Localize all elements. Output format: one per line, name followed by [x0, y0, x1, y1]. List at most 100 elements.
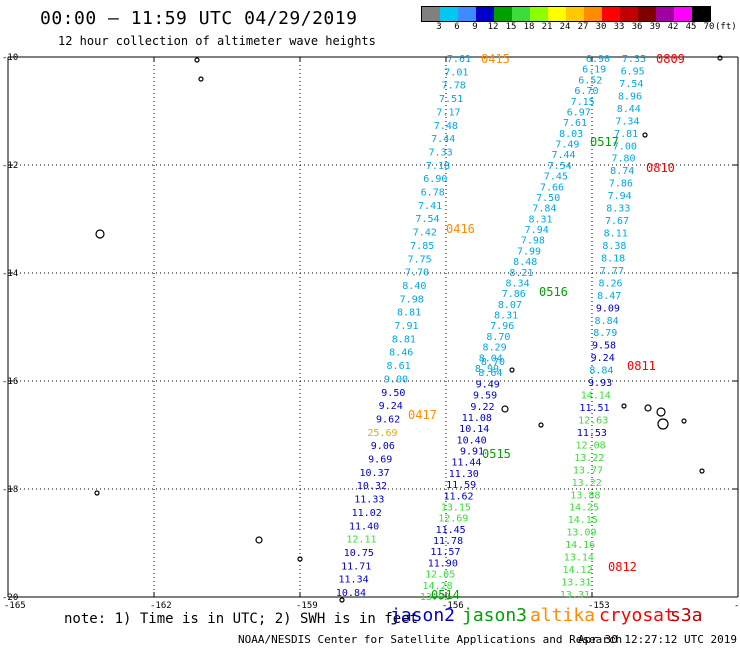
wave-height-value: 8.84 [595, 316, 619, 327]
color-scale-bar [421, 6, 711, 22]
wave-height-value: 9.06 [371, 441, 395, 452]
wave-height-value: 7.85 [410, 241, 434, 252]
pass-time-label: 0517 [590, 135, 619, 149]
wave-height-value: 11.62 [443, 491, 473, 502]
wave-height-value: 9.62 [376, 414, 400, 425]
wave-height-value: 11.53 [577, 428, 607, 439]
wave-height-value: 12.11 [346, 535, 376, 546]
wave-height-value: 8.79 [593, 328, 617, 339]
wave-height-value: 13.31 [561, 578, 591, 589]
scale-swatch [692, 7, 710, 21]
wave-height-value: 7.91 [394, 321, 418, 332]
wave-height-value: 12.08 [576, 440, 606, 451]
wave-height-value: 6.19 [582, 65, 606, 76]
wave-height-value: 7.54 [548, 161, 572, 172]
wave-height-value: 8.99 [475, 364, 499, 375]
legend-altika: altika [530, 605, 596, 626]
wave-height-value: 11.02 [352, 508, 382, 519]
scale-label: 36 [631, 22, 643, 32]
wave-height-value: 7.98 [400, 294, 424, 305]
wave-height-value: 8.84 [589, 366, 613, 377]
scale-unit: (ft) [715, 22, 737, 32]
wave-height-value: 8.31 [494, 311, 518, 322]
pass-time-label: 0810 [646, 161, 675, 175]
wave-height-value: 9.59 [473, 391, 497, 402]
wave-height-value: 11.78 [433, 536, 463, 547]
wave-height-value: 11.45 [436, 525, 466, 536]
wave-height-value: 7.54 [415, 214, 439, 225]
wave-height-value: 13.88 [570, 490, 600, 501]
scale-label: 24 [559, 22, 571, 32]
wave-height-value: 13.22 [574, 453, 604, 464]
wave-height-value: 7.44 [551, 150, 575, 161]
wave-height-value: 11.44 [451, 458, 481, 469]
scale-label: 6 [454, 22, 460, 32]
wave-height-value: 8.33 [606, 204, 630, 215]
wave-height-value: 8.81 [397, 308, 421, 319]
lat-label: -16 [2, 377, 18, 387]
scale-label: 39 [649, 22, 661, 32]
wave-height-value: 7.67 [605, 216, 629, 227]
pass-time-label: 0514 [431, 588, 460, 602]
scale-label: 33 [613, 22, 625, 32]
island-outline [255, 536, 263, 544]
scale-swatch [656, 7, 674, 21]
island-outline [656, 407, 666, 417]
wave-height-value: 9.22 [470, 402, 494, 413]
pass-time-label: 0417 [408, 408, 437, 422]
pass-time-label: 0516 [539, 285, 568, 299]
lat-label: -12 [2, 161, 18, 171]
lon-label: -153 [588, 601, 610, 611]
island-outline [94, 490, 100, 496]
scale-label: 21 [541, 22, 553, 32]
scale-swatch [566, 7, 584, 21]
wave-height-value: 12.69 [438, 514, 468, 525]
scale-swatch [548, 7, 566, 21]
wave-height-value: 6.95 [621, 66, 645, 77]
wave-height-value: 7.66 [540, 182, 564, 193]
wave-height-value: 8.11 [604, 229, 628, 240]
scale-label: 45 [685, 22, 697, 32]
units-note: note: 1) Time is in UTC; 2) SWH is in fe… [64, 611, 419, 627]
wave-height-value: 12.05 [425, 570, 455, 581]
wave-height-value: 13.31 [560, 590, 590, 601]
scale-swatch [422, 7, 440, 21]
scale-swatch [512, 7, 530, 21]
wave-height-value: 8.44 [617, 104, 641, 115]
wave-height-value: 8.29 [483, 343, 507, 354]
scale-label: 15 [505, 22, 517, 32]
island-outline [699, 468, 705, 474]
wave-height-value: 14.16 [565, 540, 595, 551]
wave-height-value: 9.93 [588, 378, 612, 389]
wave-height-value: 7.18 [426, 161, 450, 172]
wave-height-value: 7.54 [619, 79, 643, 90]
wave-height-value: 7.75 [408, 254, 432, 265]
island-outline [95, 229, 105, 239]
wave-height-value: 7.99 [517, 246, 541, 257]
wave-height-value: 8.40 [402, 281, 426, 292]
wave-height-value: 9.24 [591, 353, 615, 364]
wave-height-value: 12.63 [578, 415, 608, 426]
wave-height-value: 7.35 [622, 54, 646, 65]
wave-height-value: 10.14 [459, 424, 489, 435]
wave-height-value: 11.33 [354, 495, 384, 506]
wave-height-value: 7.94 [525, 225, 549, 236]
legend-s3a: s3a [670, 605, 703, 626]
lon-label: -159 [296, 601, 318, 611]
wave-height-value: 25.69 [367, 428, 397, 439]
scale-label: 27 [577, 22, 589, 32]
wave-height-value: 8.38 [602, 241, 626, 252]
wave-height-value: 14.28 [423, 581, 453, 592]
wave-height-value: 6.52 [578, 75, 602, 86]
wave-height-value: 9.58 [592, 341, 616, 352]
pass-time-label: 0812 [608, 560, 637, 574]
wave-height-value: 7.80 [611, 154, 635, 165]
wave-height-value: 7.84 [532, 204, 556, 215]
wave-height-value: 8.47 [597, 291, 621, 302]
island-outline [198, 76, 204, 82]
pass-time-label: 0811 [627, 359, 656, 373]
wave-height-value: 7.86 [609, 179, 633, 190]
wave-height-value: 13.02 [420, 592, 450, 603]
wave-height-value: 7.49 [555, 140, 579, 151]
